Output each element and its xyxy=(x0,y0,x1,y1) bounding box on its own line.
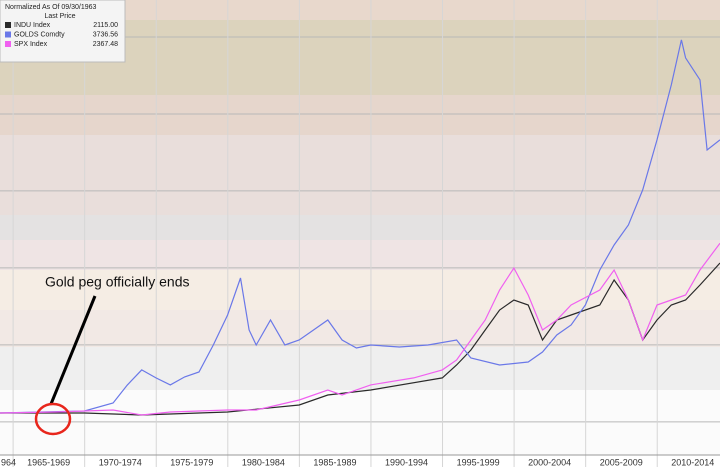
x-tick-label: 2005-2009 xyxy=(600,457,643,467)
x-tick-label: 1980-1984 xyxy=(242,457,285,467)
x-tick-label: 1975-1979 xyxy=(170,457,213,467)
lines xyxy=(0,39,720,416)
legend-label: GOLDS Comdty xyxy=(14,31,65,38)
legend-title: Normalized As Of 09/30/1963 xyxy=(5,4,97,11)
legend-value: 2115.00 xyxy=(93,22,118,29)
series-line xyxy=(0,262,720,416)
annotation-arrow xyxy=(49,295,97,405)
x-tick-label: 1990-1994 xyxy=(385,457,428,467)
series-line xyxy=(0,242,720,416)
annotation: Gold peg officially ends xyxy=(45,274,190,290)
legend-swatch xyxy=(5,41,11,47)
x-tick-label: 1970-1974 xyxy=(99,457,142,467)
x-tick-label: 1995-1999 xyxy=(457,457,500,467)
x-tick-label: 2000-2004 xyxy=(528,457,571,467)
legend-box xyxy=(0,0,126,63)
legend-value: 3736.56 xyxy=(93,31,118,38)
legend-value: 2367.48 xyxy=(93,41,118,48)
annotation-circle xyxy=(34,402,72,436)
x-tick-label: 964 xyxy=(1,457,16,467)
legend-swatch xyxy=(5,22,11,28)
legend-subtitle: Last Price xyxy=(44,13,75,20)
x-tick-label: 2010-2014 xyxy=(671,457,714,467)
background-bands xyxy=(0,0,720,390)
legend-label: SPX Index xyxy=(14,41,48,48)
x-tick-label: 1985-1989 xyxy=(313,457,356,467)
legend: Normalized As Of 09/30/1963 Last Price I… xyxy=(0,0,126,63)
legend-swatch xyxy=(5,31,11,38)
x-tick-label: 1965-1969 xyxy=(27,457,70,467)
legend-label: INDU Index xyxy=(14,22,51,29)
series-line xyxy=(0,39,720,414)
